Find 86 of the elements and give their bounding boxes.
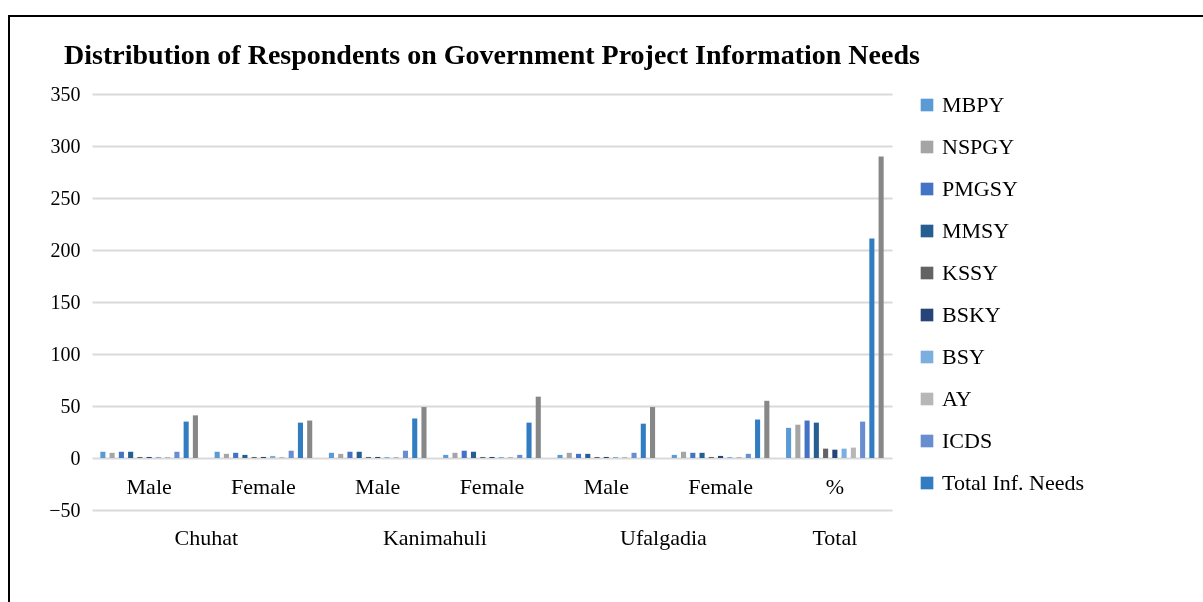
bar	[585, 453, 591, 458]
y-tick-label: 100	[50, 342, 81, 365]
bar	[242, 454, 248, 458]
bar	[640, 423, 646, 458]
bar	[338, 453, 344, 458]
bar	[452, 452, 458, 458]
legend-label: KSSY	[942, 260, 999, 285]
bar	[328, 452, 334, 458]
bar	[690, 452, 696, 458]
y-tick-label: 50	[60, 394, 81, 417]
bar	[517, 454, 523, 458]
text: Kanimahuli	[382, 525, 487, 550]
bar	[878, 156, 884, 458]
x-tick-label: Female	[688, 473, 753, 499]
bar	[174, 451, 180, 458]
bar	[841, 448, 847, 458]
x-tick-label: Female	[231, 473, 296, 499]
bar	[412, 418, 418, 458]
y-tick-label: 300	[50, 134, 81, 157]
bar	[100, 451, 106, 458]
bar	[297, 422, 303, 458]
y-tick-label: 0	[70, 446, 81, 469]
bar	[347, 451, 353, 458]
bar	[183, 421, 189, 458]
x-tick-label: Male	[355, 473, 401, 499]
legend-label: Total Inf. Needs	[942, 470, 1085, 495]
bar	[288, 450, 294, 458]
legend-label: BSY	[942, 344, 985, 369]
y-tick-label: 250	[50, 186, 81, 209]
bar	[192, 415, 198, 458]
x-tick-label: Male	[126, 473, 172, 499]
x-tick-label: %	[825, 473, 845, 499]
bar	[850, 447, 856, 458]
bar	[526, 422, 532, 458]
bar	[270, 455, 276, 458]
bar	[356, 451, 362, 458]
text: Chuhat	[174, 525, 239, 550]
bar	[795, 424, 801, 458]
x-tick-label: Female	[459, 473, 525, 499]
bar	[566, 452, 572, 458]
chart-title: Distribution of Respondents on Government Project Information Needs	[64, 39, 920, 70]
bar	[535, 396, 541, 458]
legend-label: NSPGY	[942, 134, 1015, 159]
bar	[109, 452, 115, 458]
bar	[745, 453, 751, 458]
y-tick-label: −50	[49, 498, 81, 521]
bar	[786, 427, 792, 458]
bar	[443, 454, 449, 458]
bar	[223, 453, 229, 458]
bar	[671, 454, 677, 458]
bar	[755, 419, 761, 458]
legend-label: MBPY	[942, 92, 1005, 117]
bar	[118, 451, 124, 458]
bar	[832, 449, 838, 458]
y-tick-label: 150	[50, 290, 81, 313]
legend-label: AY	[942, 386, 972, 411]
bar	[233, 452, 239, 458]
bar	[813, 422, 819, 458]
bar	[699, 452, 705, 458]
bar	[557, 454, 563, 458]
bar	[804, 420, 810, 458]
bar	[869, 238, 875, 458]
bar	[402, 450, 409, 458]
legend-label: ICDS	[942, 428, 993, 453]
bar	[421, 407, 427, 458]
text: Total	[812, 525, 858, 550]
legend-label: PMGSY	[942, 176, 1018, 201]
bar	[307, 420, 313, 458]
y-tick-label: 350	[50, 82, 81, 105]
bar	[631, 452, 637, 458]
bar	[718, 455, 724, 458]
bar	[214, 451, 220, 458]
y-tick-label: 200	[50, 238, 81, 261]
bar	[764, 400, 770, 458]
bar	[681, 451, 687, 458]
bar	[860, 421, 866, 458]
bar	[461, 450, 467, 458]
bar	[128, 451, 134, 458]
bar	[470, 451, 477, 458]
legend-label: MMSY	[942, 218, 1010, 243]
bar	[575, 453, 582, 458]
bar	[650, 407, 656, 458]
legend-label: BSKY	[942, 302, 1001, 327]
bar	[823, 448, 829, 458]
text: Ufalgadia	[620, 525, 708, 550]
x-tick-label: Male	[583, 473, 629, 499]
